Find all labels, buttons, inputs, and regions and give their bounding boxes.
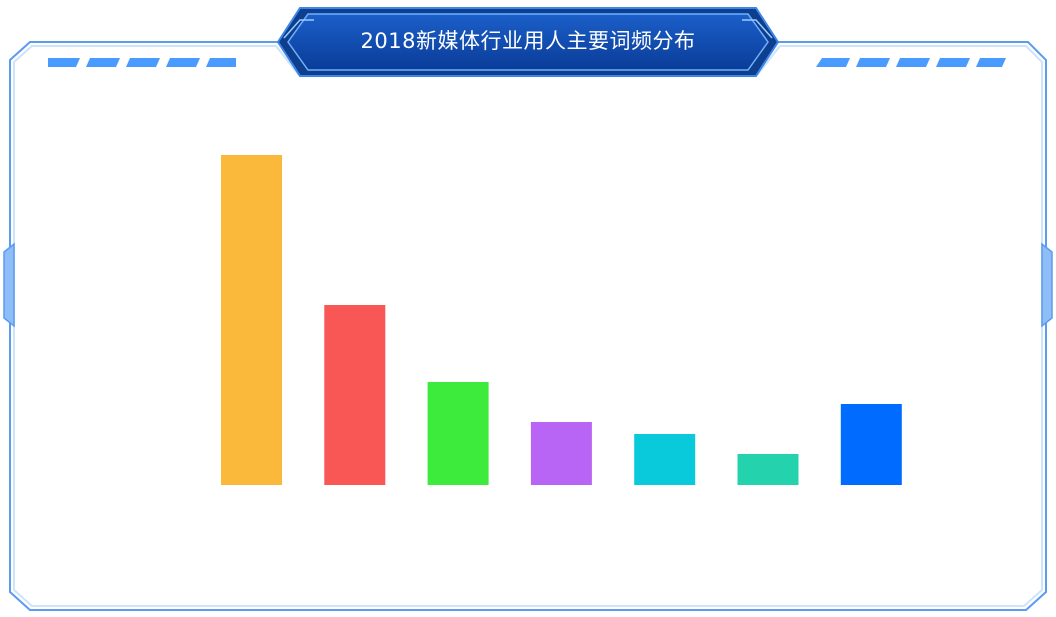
title-banner xyxy=(287,13,769,71)
bar-6 xyxy=(737,454,799,485)
bar-3 xyxy=(427,382,489,485)
title-banner-accent-left xyxy=(283,19,314,39)
title-banner-accent-right xyxy=(742,19,773,39)
bar-2 xyxy=(324,305,386,485)
left-dash-decoration xyxy=(48,58,236,67)
bar-1 xyxy=(221,155,282,485)
left-side-tab xyxy=(3,242,15,328)
bar-7 xyxy=(840,404,902,485)
chart-title: 2018新媒体行业用人主要词频分布 xyxy=(360,29,696,53)
right-side-tab xyxy=(1041,242,1053,328)
bar-5 xyxy=(634,434,696,485)
bar-4 xyxy=(530,422,592,485)
right-dash-decoration xyxy=(816,58,1006,67)
